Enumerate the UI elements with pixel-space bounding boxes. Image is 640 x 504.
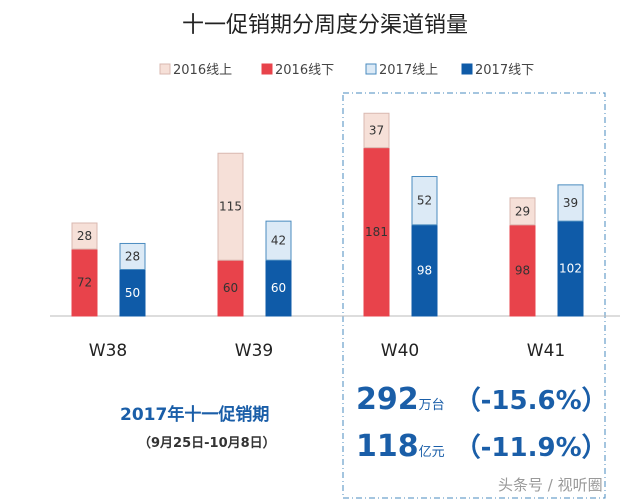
legend-label: 2017线上 (379, 63, 438, 78)
data-label: 28 (125, 249, 140, 263)
data-label: 39 (563, 196, 578, 210)
highlight-box (342, 92, 606, 499)
data-label: 72 (77, 276, 92, 290)
data-label: 60 (223, 281, 238, 295)
bar-2016线上 (509, 197, 536, 226)
legend-label: 2016线下 (275, 63, 334, 78)
data-label: 50 (125, 286, 140, 300)
bar-2017线上 (557, 184, 584, 222)
legend: 2016线上 2016线下 2017线上 2017线下 (159, 63, 534, 78)
legend-swatch (461, 63, 473, 75)
volume-unit: 万台 (418, 398, 445, 413)
x-tick-label: W40 (381, 341, 419, 361)
summary-title: 2017年十一促销期 (120, 405, 270, 425)
data-label: 181 (365, 225, 388, 239)
legend-label: 2016线上 (173, 63, 232, 78)
bar-2017线上 (265, 220, 292, 261)
x-tick-label: W41 (527, 341, 565, 361)
bar-2016线下 (71, 248, 98, 317)
revenue-value: 118 (356, 429, 419, 464)
bar-2017线上 (119, 242, 146, 271)
data-label: 28 (77, 229, 92, 243)
volume-change: （-15.6%） (454, 386, 608, 416)
data-label: 37 (369, 123, 384, 137)
bar-2017线下 (119, 269, 146, 317)
volume-value: 292 (356, 382, 419, 417)
legend-label: 2017线下 (475, 63, 534, 78)
legend-swatch (365, 63, 377, 75)
bar-2016线下 (509, 224, 536, 317)
chart-title: 十一促销期分周度分渠道销量 (182, 13, 468, 38)
data-label: 42 (271, 234, 286, 248)
data-label: 98 (417, 263, 432, 277)
x-tick-label: W39 (235, 341, 273, 361)
data-label: 52 (417, 194, 432, 208)
data-label: 29 (515, 204, 530, 218)
summary-period: （9月25日-10月8日） (138, 436, 276, 451)
data-label: 60 (271, 281, 286, 295)
bar-2017线上 (411, 176, 438, 226)
bar-2016线下 (217, 259, 244, 317)
watermark: 头条号 / 视听圈 (498, 476, 603, 494)
legend-swatch (159, 63, 171, 75)
data-label: 102 (559, 262, 582, 276)
data-label: 98 (515, 263, 530, 277)
legend-swatch (261, 63, 273, 75)
revenue-change: （-11.9%） (454, 433, 608, 463)
revenue-unit: 亿元 (418, 445, 445, 460)
bar-2016线下 (363, 147, 390, 317)
bar-2016线上 (217, 152, 244, 261)
bar-2017线下 (411, 224, 438, 317)
bar-2017线下 (557, 220, 584, 317)
data-label: 115 (219, 200, 242, 214)
bar-2016线上 (363, 112, 390, 149)
x-tick-label: W38 (89, 341, 127, 361)
bar-2016线上 (71, 222, 98, 250)
